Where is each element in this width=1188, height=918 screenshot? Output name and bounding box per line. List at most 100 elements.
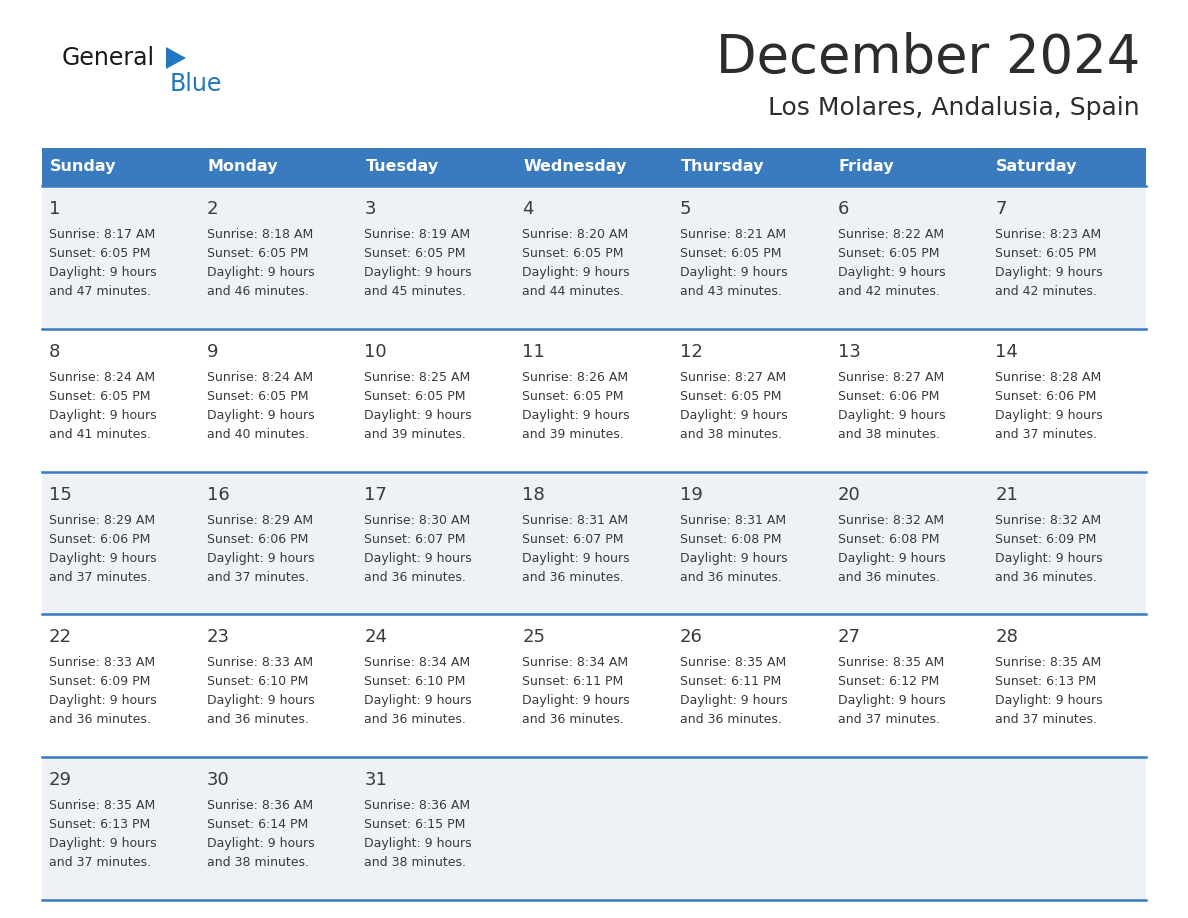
Text: 22: 22 (49, 629, 72, 646)
Text: and 42 minutes.: and 42 minutes. (838, 285, 940, 298)
Text: Daylight: 9 hours: Daylight: 9 hours (523, 409, 630, 421)
Text: and 40 minutes.: and 40 minutes. (207, 428, 309, 441)
Text: and 37 minutes.: and 37 minutes. (207, 571, 309, 584)
Text: 28: 28 (996, 629, 1018, 646)
Text: Sunset: 6:11 PM: Sunset: 6:11 PM (523, 676, 624, 688)
Text: 8: 8 (49, 342, 61, 361)
Text: Sunrise: 8:32 AM: Sunrise: 8:32 AM (838, 513, 943, 527)
Bar (672, 148, 830, 186)
Text: and 36 minutes.: and 36 minutes. (838, 571, 940, 584)
Text: and 37 minutes.: and 37 minutes. (49, 856, 151, 869)
Text: and 37 minutes.: and 37 minutes. (996, 713, 1098, 726)
Text: Sunrise: 8:35 AM: Sunrise: 8:35 AM (680, 656, 786, 669)
Text: Sunrise: 8:23 AM: Sunrise: 8:23 AM (996, 228, 1101, 241)
Text: and 39 minutes.: and 39 minutes. (365, 428, 467, 441)
Text: Sunset: 6:05 PM: Sunset: 6:05 PM (996, 247, 1097, 260)
Text: and 45 minutes.: and 45 minutes. (365, 285, 467, 298)
Text: Sunset: 6:05 PM: Sunset: 6:05 PM (207, 390, 308, 403)
Text: Sunrise: 8:33 AM: Sunrise: 8:33 AM (49, 656, 156, 669)
Text: and 43 minutes.: and 43 minutes. (680, 285, 782, 298)
Text: 14: 14 (996, 342, 1018, 361)
Bar (830, 148, 988, 186)
Text: Sunset: 6:05 PM: Sunset: 6:05 PM (523, 247, 624, 260)
Text: 23: 23 (207, 629, 229, 646)
Polygon shape (166, 47, 187, 69)
Text: and 36 minutes.: and 36 minutes. (996, 571, 1098, 584)
Text: Sunset: 6:10 PM: Sunset: 6:10 PM (365, 676, 466, 688)
Text: 21: 21 (996, 486, 1018, 504)
Text: Daylight: 9 hours: Daylight: 9 hours (365, 266, 472, 279)
Text: Sunset: 6:06 PM: Sunset: 6:06 PM (207, 532, 308, 545)
Text: Sunrise: 8:31 AM: Sunrise: 8:31 AM (680, 513, 786, 527)
Bar (42, 329, 1146, 472)
Text: Sunset: 6:13 PM: Sunset: 6:13 PM (996, 676, 1097, 688)
Text: Sunrise: 8:33 AM: Sunrise: 8:33 AM (207, 656, 312, 669)
Bar (42, 186, 1146, 329)
Text: Sunset: 6:14 PM: Sunset: 6:14 PM (207, 818, 308, 831)
Text: and 38 minutes.: and 38 minutes. (365, 856, 467, 869)
Text: and 44 minutes.: and 44 minutes. (523, 285, 624, 298)
Text: Daylight: 9 hours: Daylight: 9 hours (838, 409, 946, 421)
Text: Daylight: 9 hours: Daylight: 9 hours (838, 694, 946, 708)
Text: Daylight: 9 hours: Daylight: 9 hours (680, 694, 788, 708)
Text: 24: 24 (365, 629, 387, 646)
Text: Sunset: 6:05 PM: Sunset: 6:05 PM (365, 247, 466, 260)
Text: 13: 13 (838, 342, 860, 361)
Text: 31: 31 (365, 771, 387, 789)
Text: Daylight: 9 hours: Daylight: 9 hours (365, 694, 472, 708)
Text: 4: 4 (523, 200, 533, 218)
Text: and 37 minutes.: and 37 minutes. (838, 713, 940, 726)
Text: Sunset: 6:06 PM: Sunset: 6:06 PM (838, 390, 939, 403)
Text: Daylight: 9 hours: Daylight: 9 hours (49, 694, 157, 708)
Text: and 36 minutes.: and 36 minutes. (523, 713, 624, 726)
Text: Sunset: 6:05 PM: Sunset: 6:05 PM (680, 390, 782, 403)
Text: Sunrise: 8:36 AM: Sunrise: 8:36 AM (365, 800, 470, 812)
Text: Sunset: 6:05 PM: Sunset: 6:05 PM (523, 390, 624, 403)
Text: and 47 minutes.: and 47 minutes. (49, 285, 151, 298)
Text: Monday: Monday (208, 160, 278, 174)
Text: Sunrise: 8:32 AM: Sunrise: 8:32 AM (996, 513, 1101, 527)
Text: 30: 30 (207, 771, 229, 789)
Bar (988, 148, 1146, 186)
Text: Sunrise: 8:20 AM: Sunrise: 8:20 AM (523, 228, 628, 241)
Text: and 46 minutes.: and 46 minutes. (207, 285, 309, 298)
Text: 27: 27 (838, 629, 860, 646)
Text: Sunrise: 8:29 AM: Sunrise: 8:29 AM (207, 513, 312, 527)
Text: Tuesday: Tuesday (366, 160, 438, 174)
Text: 10: 10 (365, 342, 387, 361)
Text: Sunrise: 8:24 AM: Sunrise: 8:24 AM (49, 371, 156, 384)
Text: Daylight: 9 hours: Daylight: 9 hours (680, 409, 788, 421)
Text: Sunset: 6:15 PM: Sunset: 6:15 PM (365, 818, 466, 831)
Text: Sunset: 6:05 PM: Sunset: 6:05 PM (838, 247, 939, 260)
Text: Sunrise: 8:35 AM: Sunrise: 8:35 AM (838, 656, 943, 669)
Text: Daylight: 9 hours: Daylight: 9 hours (207, 552, 315, 565)
Text: Sunrise: 8:21 AM: Sunrise: 8:21 AM (680, 228, 786, 241)
Text: Sunrise: 8:28 AM: Sunrise: 8:28 AM (996, 371, 1101, 384)
Text: Daylight: 9 hours: Daylight: 9 hours (49, 266, 157, 279)
Text: Sunset: 6:05 PM: Sunset: 6:05 PM (365, 390, 466, 403)
Text: Daylight: 9 hours: Daylight: 9 hours (49, 409, 157, 421)
Text: 29: 29 (49, 771, 72, 789)
Text: Sunrise: 8:19 AM: Sunrise: 8:19 AM (365, 228, 470, 241)
Text: 25: 25 (523, 629, 545, 646)
Text: 18: 18 (523, 486, 545, 504)
Text: Daylight: 9 hours: Daylight: 9 hours (207, 694, 315, 708)
Text: Sunrise: 8:22 AM: Sunrise: 8:22 AM (838, 228, 943, 241)
Text: 19: 19 (680, 486, 703, 504)
Text: Sunrise: 8:30 AM: Sunrise: 8:30 AM (365, 513, 470, 527)
Text: Sunset: 6:07 PM: Sunset: 6:07 PM (523, 532, 624, 545)
Text: Sunday: Sunday (50, 160, 116, 174)
Text: and 37 minutes.: and 37 minutes. (996, 428, 1098, 441)
Text: and 37 minutes.: and 37 minutes. (49, 571, 151, 584)
Text: Sunset: 6:08 PM: Sunset: 6:08 PM (680, 532, 782, 545)
Text: 16: 16 (207, 486, 229, 504)
Bar (516, 148, 672, 186)
Text: Daylight: 9 hours: Daylight: 9 hours (680, 552, 788, 565)
Text: Saturday: Saturday (997, 160, 1078, 174)
Text: Sunrise: 8:35 AM: Sunrise: 8:35 AM (996, 656, 1101, 669)
Text: Sunset: 6:09 PM: Sunset: 6:09 PM (996, 532, 1097, 545)
Text: Daylight: 9 hours: Daylight: 9 hours (207, 409, 315, 421)
Text: Daylight: 9 hours: Daylight: 9 hours (680, 266, 788, 279)
Text: Daylight: 9 hours: Daylight: 9 hours (49, 552, 157, 565)
Text: Blue: Blue (170, 72, 222, 96)
